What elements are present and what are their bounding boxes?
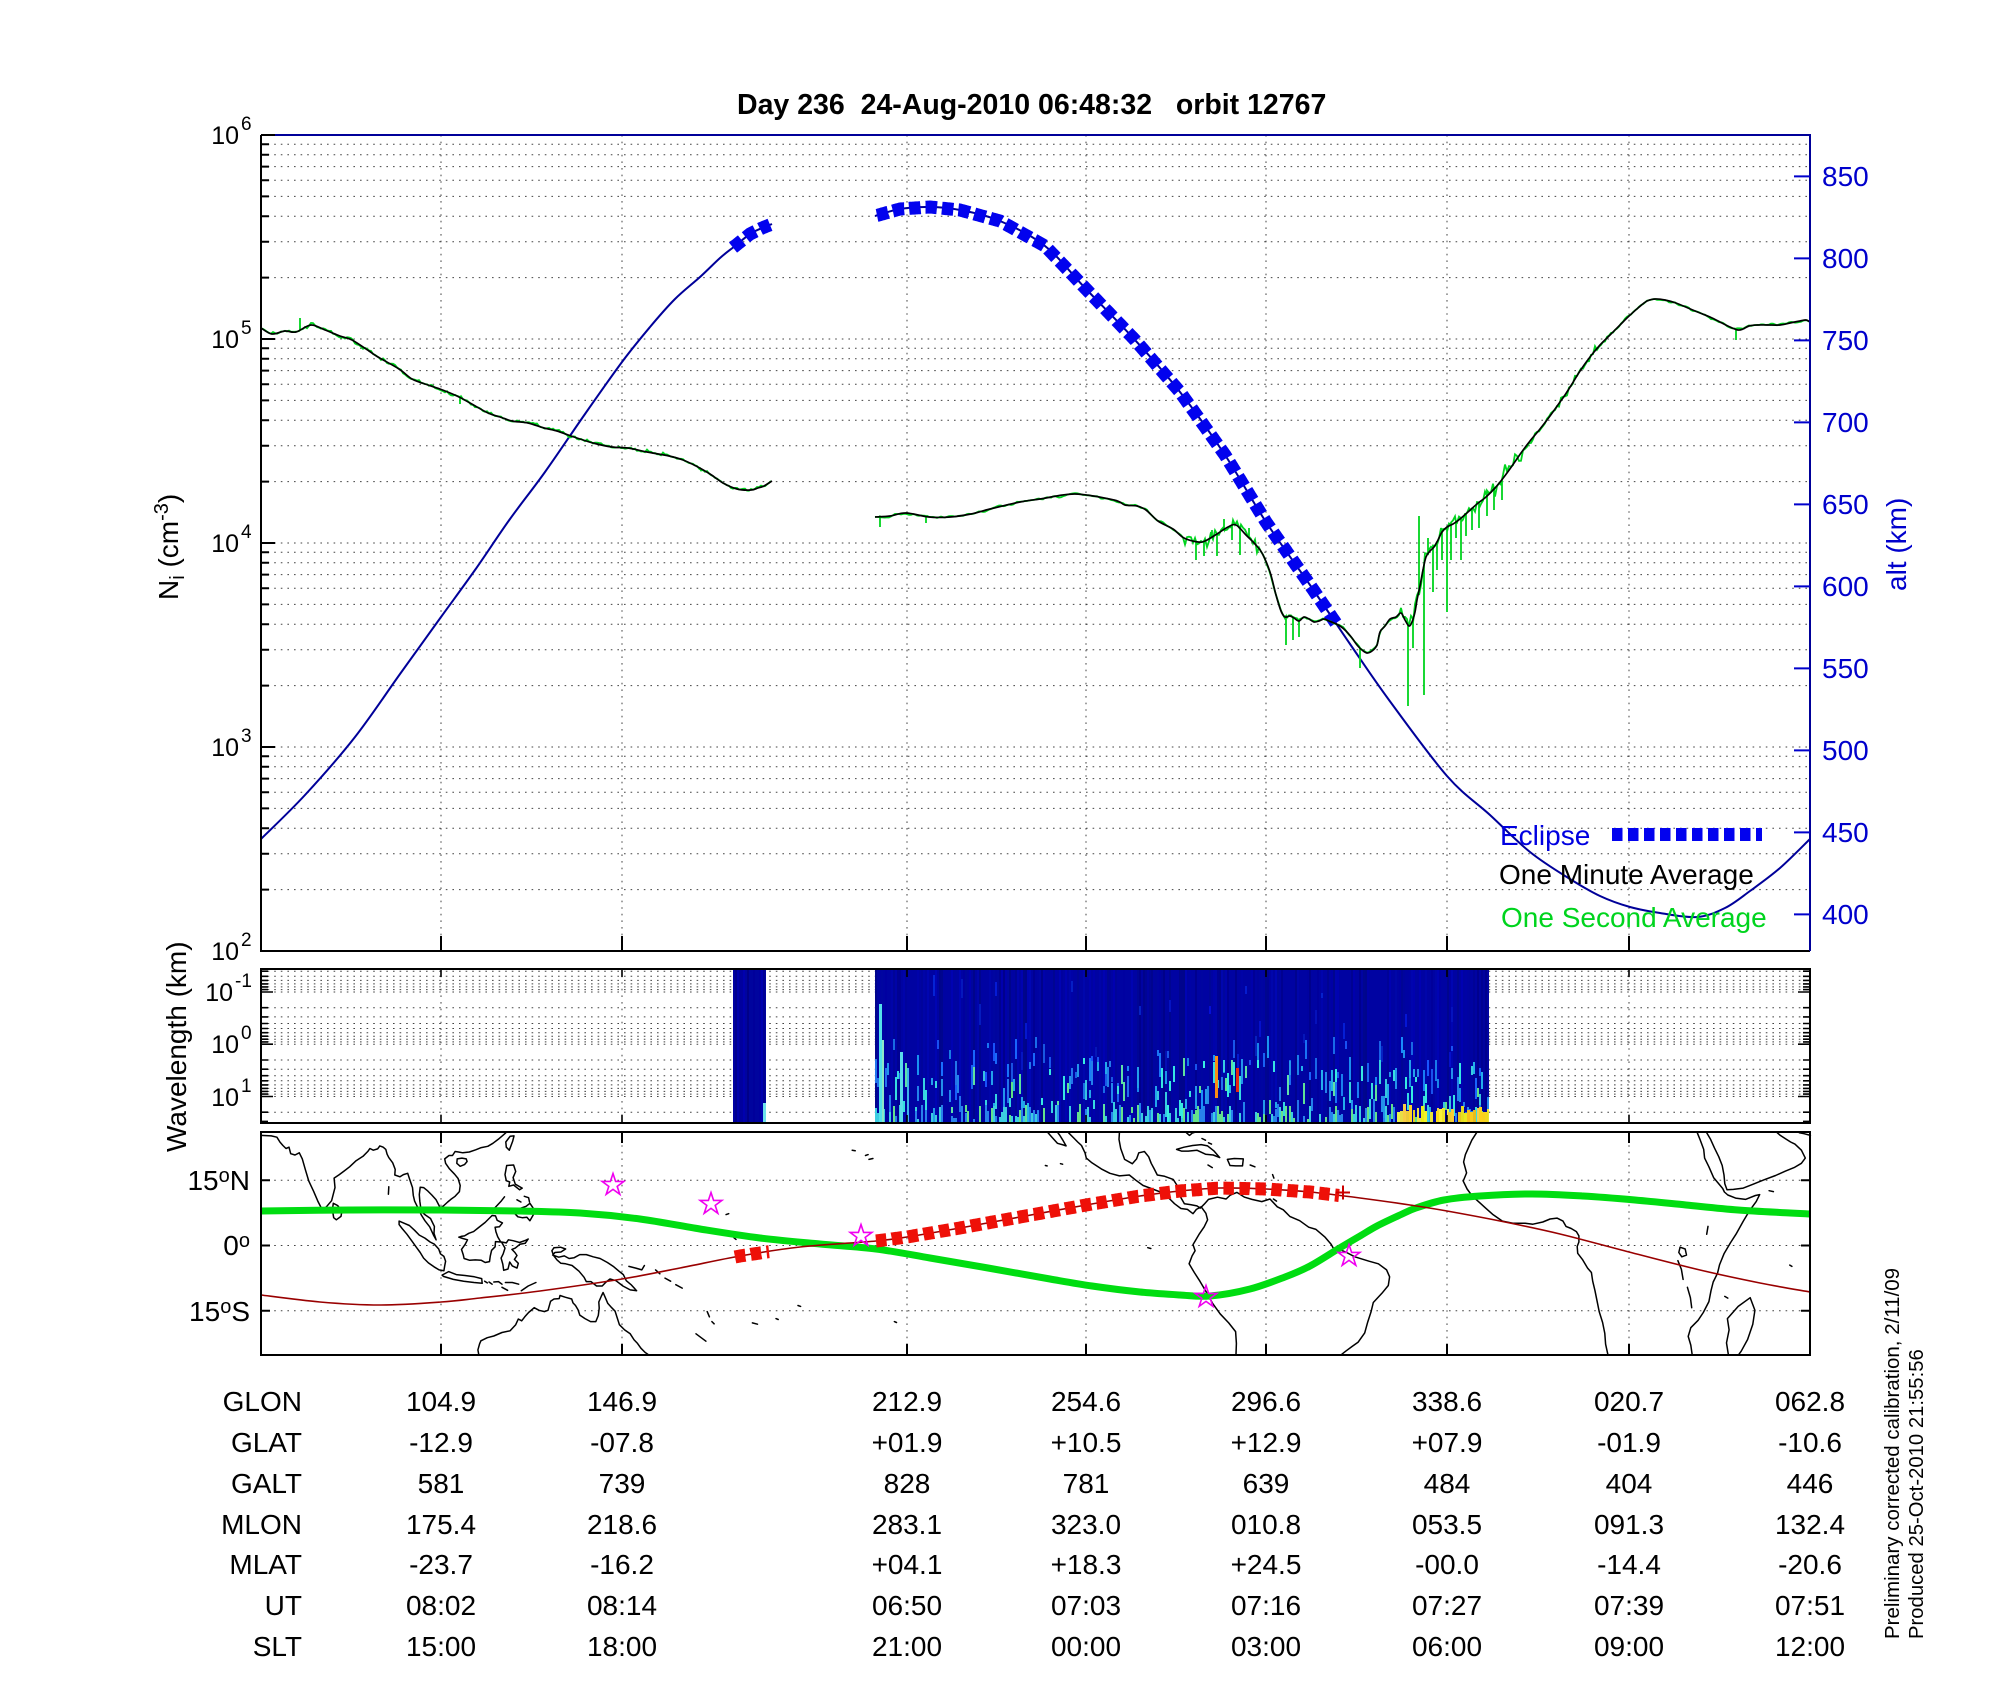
svg-text:06:00: 06:00: [1412, 1631, 1482, 1662]
svg-text:650: 650: [1822, 489, 1869, 520]
svg-text:4: 4: [241, 522, 252, 543]
svg-text:One Minute Average: One Minute Average: [1499, 859, 1754, 890]
svg-text:2: 2: [241, 930, 252, 951]
svg-text:550: 550: [1822, 653, 1869, 684]
svg-text:1: 1: [241, 1076, 252, 1097]
svg-text:Day 236 24-Aug-2010 06:48:32: Day 236 24-Aug-2010 06:48:32 orbit 12767: [737, 89, 1326, 121]
svg-text:-12.9: -12.9: [409, 1427, 473, 1458]
svg-text:850: 850: [1822, 161, 1869, 192]
svg-text:alt (km): alt (km): [1881, 498, 1912, 591]
svg-text:010.8: 010.8: [1231, 1509, 1301, 1540]
svg-text:-01.9: -01.9: [1597, 1427, 1661, 1458]
svg-text:03:00: 03:00: [1231, 1631, 1301, 1662]
svg-text:+10.5: +10.5: [1051, 1427, 1122, 1458]
svg-text:+04.1: +04.1: [872, 1549, 943, 1580]
svg-text:104.9: 104.9: [406, 1386, 476, 1417]
svg-text:-20.6: -20.6: [1778, 1549, 1842, 1580]
svg-text:UT: UT: [265, 1590, 302, 1621]
svg-text:SLT: SLT: [253, 1631, 302, 1662]
svg-text:639: 639: [1243, 1468, 1290, 1499]
svg-text:07:27: 07:27: [1412, 1590, 1482, 1621]
svg-text:21:00: 21:00: [872, 1631, 942, 1662]
svg-text:-23.7: -23.7: [409, 1549, 473, 1580]
svg-text:GALT: GALT: [231, 1468, 302, 1499]
svg-text:+24.5: +24.5: [1231, 1549, 1302, 1580]
svg-text:283.1: 283.1: [872, 1509, 942, 1540]
svg-text:053.5: 053.5: [1412, 1509, 1482, 1540]
svg-text:10: 10: [211, 326, 239, 354]
svg-text:15:00: 15:00: [406, 1631, 476, 1662]
svg-text:0: 0: [241, 1023, 252, 1044]
svg-text:484: 484: [1424, 1468, 1471, 1499]
svg-text:600: 600: [1822, 571, 1869, 602]
svg-text:739: 739: [599, 1468, 646, 1499]
svg-text:15oS: 15oS: [189, 1296, 250, 1327]
svg-text:020.7: 020.7: [1594, 1386, 1664, 1417]
svg-text:212.9: 212.9: [872, 1386, 942, 1417]
svg-text:091.3: 091.3: [1594, 1509, 1664, 1540]
svg-text:323.0: 323.0: [1051, 1509, 1121, 1540]
svg-text:10: 10: [211, 1031, 239, 1059]
svg-text:Produced 25-Oct-2010 21:55:56: Produced 25-Oct-2010 21:55:56: [1906, 1349, 1928, 1639]
svg-text:+12.9: +12.9: [1231, 1427, 1302, 1458]
svg-text:450: 450: [1822, 817, 1869, 848]
svg-text:07:03: 07:03: [1051, 1590, 1121, 1621]
svg-text:800: 800: [1822, 243, 1869, 274]
svg-text:338.6: 338.6: [1412, 1386, 1482, 1417]
svg-text:500: 500: [1822, 735, 1869, 766]
svg-text:5: 5: [241, 318, 252, 339]
svg-text:132.4: 132.4: [1775, 1509, 1845, 1540]
svg-text:18:00: 18:00: [587, 1631, 657, 1662]
svg-text:07:39: 07:39: [1594, 1590, 1664, 1621]
svg-text:828: 828: [884, 1468, 931, 1499]
svg-text:218.6: 218.6: [587, 1509, 657, 1540]
svg-text:781: 781: [1063, 1468, 1110, 1499]
svg-text:00:00: 00:00: [1051, 1631, 1121, 1662]
svg-text:07:16: 07:16: [1231, 1590, 1301, 1621]
svg-text:400: 400: [1822, 899, 1869, 930]
svg-text:12:00: 12:00: [1775, 1631, 1845, 1662]
svg-text:MLON: MLON: [221, 1509, 302, 1540]
svg-text:GLAT: GLAT: [231, 1427, 302, 1458]
svg-text:446: 446: [1787, 1468, 1834, 1499]
svg-text:+01.9: +01.9: [872, 1427, 943, 1458]
svg-text:581: 581: [418, 1468, 465, 1499]
svg-text:One Second Average: One Second Average: [1501, 902, 1767, 933]
svg-text:+07.9: +07.9: [1412, 1427, 1483, 1458]
svg-text:07:51: 07:51: [1775, 1590, 1845, 1621]
svg-text:10: 10: [211, 938, 239, 966]
svg-text:175.4: 175.4: [406, 1509, 476, 1540]
svg-text:-1: -1: [235, 971, 252, 992]
svg-text:MLAT: MLAT: [229, 1549, 302, 1580]
svg-text:08:14: 08:14: [587, 1590, 657, 1621]
svg-text:10: 10: [211, 530, 239, 558]
svg-text:404: 404: [1606, 1468, 1653, 1499]
svg-text:254.6: 254.6: [1051, 1386, 1121, 1417]
svg-text:296.6: 296.6: [1231, 1386, 1301, 1417]
svg-text:10: 10: [211, 122, 239, 150]
svg-text:10: 10: [211, 734, 239, 762]
svg-text:Eclipse: Eclipse: [1500, 820, 1590, 851]
svg-text:08:02: 08:02: [406, 1590, 476, 1621]
svg-text:062.8: 062.8: [1775, 1386, 1845, 1417]
svg-text:3: 3: [241, 726, 252, 747]
svg-text:6: 6: [241, 114, 252, 135]
svg-text:10: 10: [211, 1084, 239, 1112]
svg-text:-14.4: -14.4: [1597, 1549, 1661, 1580]
svg-text:+18.3: +18.3: [1051, 1549, 1122, 1580]
svg-text:-07.8: -07.8: [590, 1427, 654, 1458]
svg-text:06:50: 06:50: [872, 1590, 942, 1621]
svg-text:Wavelength (km): Wavelength (km): [161, 941, 192, 1152]
svg-text:700: 700: [1822, 407, 1869, 438]
svg-text:10: 10: [205, 979, 233, 1007]
svg-text:146.9: 146.9: [587, 1386, 657, 1417]
svg-text:09:00: 09:00: [1594, 1631, 1664, 1662]
svg-text:-00.0: -00.0: [1415, 1549, 1479, 1580]
svg-text:GLON: GLON: [223, 1386, 302, 1417]
svg-text:-16.2: -16.2: [590, 1549, 654, 1580]
svg-text:750: 750: [1822, 325, 1869, 356]
svg-text:-10.6: -10.6: [1778, 1427, 1842, 1458]
svg-text:Preliminary corrected calibrat: Preliminary corrected calibration, 2/11/…: [1881, 1268, 1904, 1639]
